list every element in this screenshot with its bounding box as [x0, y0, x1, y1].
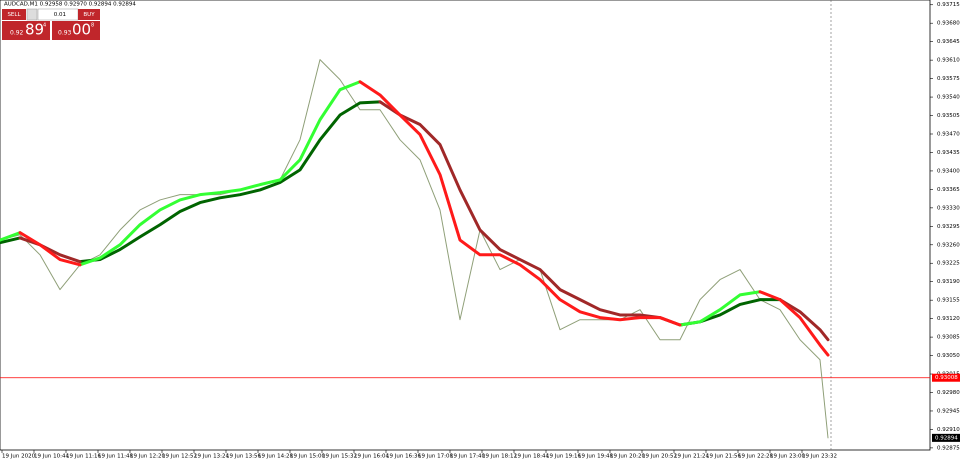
- bid-sup: 4: [43, 23, 46, 29]
- plot-frame: [0, 0, 931, 451]
- y-tick-label: 0.93120: [937, 316, 960, 322]
- ask-big: 0.93: [58, 30, 72, 37]
- y-tick-label: 0.93365: [937, 187, 960, 193]
- y-tick-label: 0.93680: [937, 21, 960, 27]
- y-tick-label: 0.93540: [937, 95, 960, 101]
- ask-box[interactable]: [52, 21, 100, 40]
- x-tick-label: 19 Jun 12:20: [130, 454, 165, 460]
- buy-button[interactable]: [78, 9, 100, 20]
- price-level-label: 0.93008: [935, 375, 958, 381]
- x-tick-label: 19 Jun 11:48: [98, 454, 133, 460]
- x-tick-label: 19 Jun 23:00: [770, 454, 805, 460]
- series-line: [0, 59, 829, 439]
- x-tick-label: 19 Jun 17:40: [450, 454, 485, 460]
- y-tick-label: 0.93470: [937, 131, 960, 137]
- x-tick-label: 19 Jun 18:12: [482, 454, 517, 460]
- trade-panel: SELL 0.01 BUY 0.92 89 4 0.93 00 8: [2, 8, 100, 40]
- series-line: [0, 80, 762, 327]
- x-tick-label: 19 Jun 11:16: [66, 454, 101, 460]
- y-tick-label: 0.92875: [937, 445, 960, 451]
- y-tick-label: 0.93610: [937, 58, 960, 64]
- x-tick-label: 19 Jun 17:08: [418, 454, 453, 460]
- x-tick-label: 19 Jun 21:24: [674, 454, 709, 460]
- y-tick-label: 0.93435: [937, 150, 960, 156]
- y-tick-label: 0.93575: [937, 76, 960, 82]
- buy-label: BUY: [83, 12, 95, 18]
- y-tick-label: 0.93260: [937, 242, 960, 248]
- y-tick-label: 0.92910: [937, 427, 960, 433]
- x-tick-label: 19 Jun 19:16: [546, 454, 581, 460]
- series-line: [18, 80, 830, 357]
- y-tick-label: 0.93085: [937, 335, 960, 341]
- x-tick-label: 19 Jun 13:56: [226, 454, 261, 460]
- x-tick-label: 19 Jun 20:52: [642, 454, 677, 460]
- y-tick-label: 0.92945: [937, 408, 960, 414]
- last-price-tag: [932, 433, 960, 442]
- x-tick-label: 19 Jun 13:24: [194, 454, 229, 460]
- x-tick-label: 19 Jun 16:04: [354, 454, 389, 460]
- series-line: [18, 100, 830, 342]
- y-tick-label: 0.93050: [937, 353, 960, 359]
- y-tick-label: 0.93225: [937, 261, 960, 267]
- x-tick-label: 19 Jun 2020: [2, 454, 36, 460]
- sell-label: SELL: [7, 12, 21, 18]
- x-tick-label: 19 Jun 23:32: [802, 454, 837, 460]
- y-tick-label: 0.93330: [937, 205, 960, 211]
- y-tick-label: 0.92980: [937, 390, 960, 396]
- x-tick-label: 19 Jun 16:36: [386, 454, 421, 460]
- chart-title: AUDCAD,M1 0.92958 0.92970 0.92894 0.9289…: [4, 2, 136, 8]
- y-tick-label: 0.93715: [937, 2, 960, 8]
- x-tick-label: 19 Jun 12:52: [162, 454, 197, 460]
- price-level-tag: [932, 373, 960, 382]
- x-tick-label: 19 Jun 18:44: [514, 454, 549, 460]
- x-tick-label: 19 Jun 19:48: [578, 454, 613, 460]
- y-tick-label: 0.93400: [937, 168, 960, 174]
- x-tick-label: 19 Jun 14:28: [258, 454, 293, 460]
- bid-main: 89: [25, 21, 44, 39]
- x-tick-label: 19 Jun 15:32: [322, 454, 357, 460]
- sell-button[interactable]: [2, 9, 26, 20]
- last-price-label: 0.92894: [935, 435, 958, 441]
- x-tick-label: 19 Jun 20:20: [610, 454, 645, 460]
- y-tick-label: 0.93155: [937, 298, 960, 304]
- y-tick-label: 0.93295: [937, 224, 960, 230]
- bid-big: 0.92: [10, 30, 24, 37]
- x-tick-label: 19 Jun 15:00: [290, 454, 325, 460]
- x-tick-label: 19 Jun 21:56: [706, 454, 741, 460]
- y-tick-label: 0.93645: [937, 39, 960, 45]
- y-tick-label: 0.93190: [937, 279, 960, 285]
- lot-value: 0.01: [54, 12, 66, 18]
- x-tick-label: 19 Jun 10:44: [34, 454, 69, 460]
- y-tick-label: 0.93505: [937, 113, 960, 119]
- x-tick-label: 19 Jun 22:28: [738, 454, 773, 460]
- bid-box[interactable]: [2, 21, 50, 40]
- ask-sup: 8: [91, 23, 94, 29]
- lot-down[interactable]: [26, 8, 38, 21]
- ask-main: 00: [72, 21, 91, 39]
